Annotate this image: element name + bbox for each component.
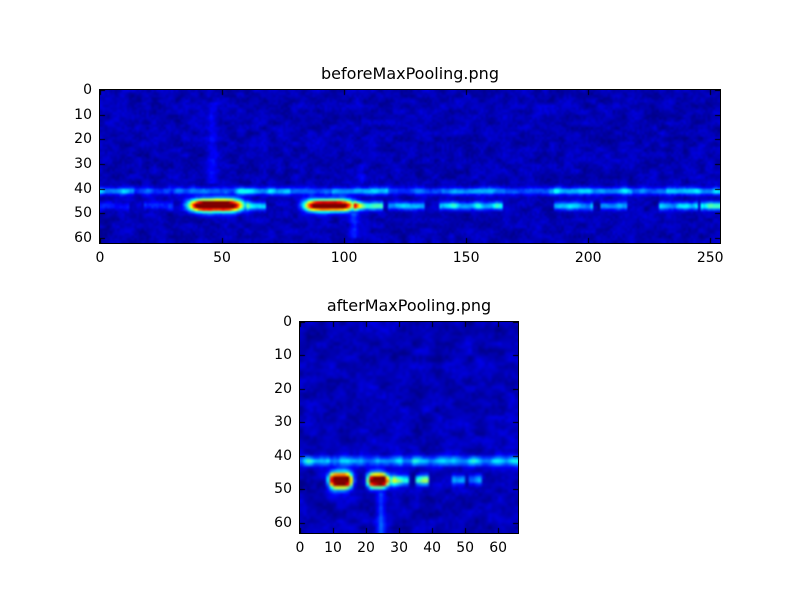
- y-tick-label: 40: [274, 447, 292, 464]
- y-tick-label: 30: [74, 156, 92, 173]
- y-tick-label: 10: [74, 106, 92, 123]
- x-tick-label: 100: [330, 250, 358, 266]
- after-plot-axes: [299, 321, 519, 534]
- y-tick-label: 40: [74, 180, 92, 197]
- y-tick-label: 60: [274, 514, 292, 531]
- x-tick-label: 200: [574, 250, 602, 266]
- x-tick-label: 30: [390, 540, 408, 556]
- before-heatmap-canvas: [100, 90, 720, 243]
- x-tick-label: 0: [295, 540, 305, 556]
- y-tick-label: 50: [74, 205, 92, 222]
- before-plot-title: beforeMaxPooling.png: [321, 64, 499, 83]
- y-tick-label: 10: [274, 347, 292, 364]
- y-tick-label: 0: [83, 82, 92, 98]
- x-tick-label: 60: [489, 540, 508, 556]
- x-tick-label: 150: [452, 250, 480, 266]
- x-tick-label: 20: [357, 540, 375, 556]
- x-tick-label: 50: [213, 250, 231, 266]
- x-tick-label: 250: [696, 250, 724, 266]
- x-tick-label: 40: [423, 540, 442, 556]
- y-tick-label: 20: [274, 380, 292, 397]
- y-tick-label: 30: [274, 414, 292, 431]
- y-tick-label: 20: [74, 131, 92, 148]
- x-tick-label: 10: [324, 540, 342, 556]
- after-heatmap-canvas: [300, 322, 518, 533]
- y-tick-label: 50: [274, 481, 292, 498]
- y-tick-label: 60: [74, 230, 92, 247]
- after-plot-title: afterMaxPooling.png: [326, 296, 492, 315]
- y-tick-label: 0: [283, 314, 292, 330]
- x-tick-label: 0: [95, 250, 105, 266]
- before-plot-axes: [99, 89, 721, 244]
- x-tick-label: 50: [456, 540, 475, 556]
